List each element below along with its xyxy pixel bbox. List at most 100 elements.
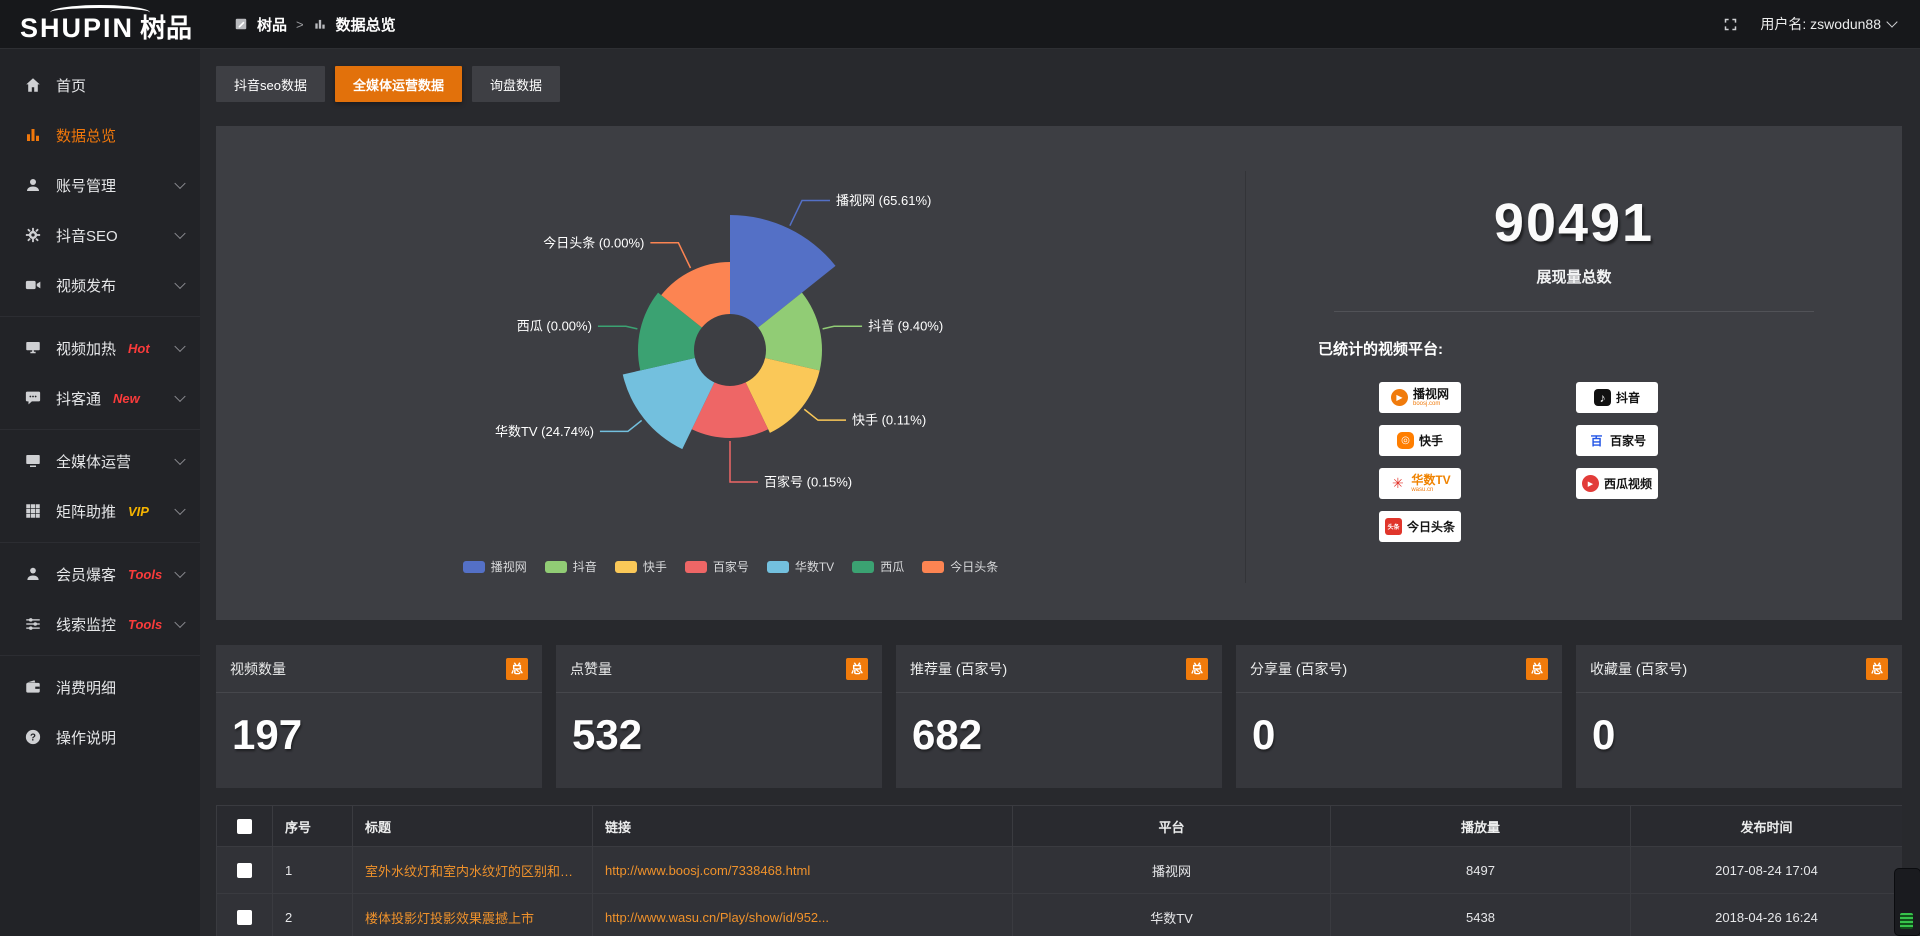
legend-item-百家号[interactable]: 百家号: [684, 558, 749, 575]
sidebar-item-video-heat[interactable]: 视频加热 Hot: [0, 323, 200, 373]
legend-item-快手[interactable]: 快手: [614, 558, 667, 575]
platform-badge-抖音[interactable]: ♪ 抖音: [1576, 382, 1658, 413]
total-badge: 总: [1526, 657, 1548, 680]
chevron-down-icon: [174, 453, 186, 466]
tab-inquiry-data[interactable]: 询盘数据: [471, 66, 560, 102]
floating-widget[interactable]: [1894, 868, 1920, 936]
sidebar-item-label: 抖客通: [56, 390, 102, 408]
pie-label: 抖音 (9.40%): [868, 319, 943, 334]
platform-share-pie-chart: 播视网 (65.61%) 抖音 (9.40%) 快手 (0.11%) 百家号 (0.1…: [495, 193, 943, 490]
video-url-link[interactable]: http://www.wasu.cn/Play/show/id/952...: [605, 909, 829, 925]
pie-slice-播视网[interactable]: [730, 215, 836, 328]
stat-card-label: 点赞量: [570, 660, 612, 677]
platform-badge-text: 播视网 boosj.com: [1413, 388, 1449, 407]
video-url-link[interactable]: http://www.boosj.com/7338468.html: [605, 862, 811, 878]
tab-media-operation-data[interactable]: 全媒体运营数据: [334, 66, 462, 102]
pie-label: 华数TV (24.74%): [495, 424, 594, 439]
pie-slice-抖音[interactable]: [758, 292, 822, 371]
platform-badge-sub: wasu.cn: [1411, 487, 1434, 493]
sidebar-item-media-operation[interactable]: 全媒体运营: [0, 436, 200, 486]
platform-badge-华数TV[interactable]: ✳ 华数TV wasu.cn: [1379, 468, 1461, 499]
row-checkbox[interactable]: [237, 909, 252, 925]
stat-card-label: 分享量 (百家号): [1250, 660, 1348, 677]
chevron-down-icon: [174, 277, 186, 290]
column-header: 平台: [1012, 805, 1331, 847]
pie-slice-快手[interactable]: [745, 358, 820, 433]
cell-time: 2018-04-26 16:24: [1630, 893, 1902, 936]
sidebar-item-label: 操作说明: [56, 729, 117, 747]
table-row: 2 楼体投影灯投影效果震撼上市 http://www.wasu.cn/Play/sh…: [216, 893, 1902, 936]
pie-slice-西瓜[interactable]: [638, 292, 702, 371]
sidebar-item-label: 线索监控: [56, 616, 117, 634]
stat-card-label: 视频数量: [230, 660, 286, 677]
pie-slice-百家号[interactable]: [691, 382, 769, 438]
sidebar-item-matrix-boost[interactable]: 矩阵助推 VIP: [0, 486, 200, 536]
total-badge: 总: [506, 657, 528, 680]
platform-badge-西瓜视频[interactable]: ▶ 西瓜视频: [1576, 468, 1658, 499]
column-header: 播放量: [1330, 805, 1631, 847]
chevron-down-icon: [174, 566, 186, 579]
sliders-icon: [24, 615, 42, 633]
sidebar-item-label: 首页: [56, 77, 87, 95]
breadcrumb-current[interactable]: 数据总览: [335, 16, 396, 34]
legend-item-今日头条[interactable]: 今日头条: [922, 558, 998, 575]
sidebar-item-account-manage[interactable]: 账号管理: [0, 160, 200, 210]
select-all-checkbox[interactable]: [237, 818, 252, 834]
sidebar-item-data-overview[interactable]: 数据总览: [0, 110, 200, 160]
sidebar-item-clue-monitor[interactable]: 线索监控 Tools: [0, 599, 200, 649]
sidebar-item-operation-guide[interactable]: ? 操作说明: [0, 712, 200, 762]
stat-card-label: 收藏量 (百家号): [1590, 660, 1688, 677]
sidebar-item-label: 视频加热: [56, 340, 117, 358]
legend-item-华数TV[interactable]: 华数TV: [766, 558, 834, 575]
screen-icon: [24, 339, 42, 357]
video-title-link[interactable]: 室外水纹灯和室内水纹灯的区别和简介: [365, 863, 587, 879]
pie-slice-华数TV[interactable]: [622, 358, 715, 450]
legend-swatch: [766, 560, 789, 573]
question-icon: ?: [24, 728, 42, 746]
platform-badge-播视网[interactable]: ▶ 播视网 boosj.com: [1379, 382, 1461, 413]
sidebar-item-label: 账号管理: [56, 177, 117, 195]
row-checkbox[interactable]: [237, 862, 252, 878]
user-label: 用户名: zswodun88: [1760, 16, 1881, 32]
battery-bars-icon: [1900, 913, 1913, 929]
sidebar-item-video-publish[interactable]: 视频发布: [0, 260, 200, 310]
chat-icon: [24, 389, 42, 407]
chevron-down-icon: [1886, 16, 1898, 28]
pie-slice-今日头条[interactable]: [661, 262, 730, 328]
breadcrumb-root-icon: [234, 17, 248, 31]
sidebar-item-douyin-seo[interactable]: 抖音SEO: [0, 210, 200, 260]
platform-badge-快手[interactable]: ◎ 快手: [1379, 425, 1461, 456]
sidebar-item-doukertong[interactable]: 抖客通 New: [0, 373, 200, 423]
panel-divider: [1245, 171, 1246, 583]
wasu-logo-icon: ✳: [1389, 475, 1407, 492]
sidebar-item-label: 矩阵助推: [56, 503, 117, 521]
platform-badge-text: 今日头条: [1407, 521, 1455, 533]
legend-item-西瓜[interactable]: 西瓜: [852, 558, 904, 575]
platform-badge-百家号[interactable]: 百百家号: [1576, 425, 1658, 456]
platform-badge-今日头条[interactable]: 头条 今日头条: [1379, 511, 1461, 542]
fullscreen-icon[interactable]: [1723, 17, 1738, 32]
platform-badge-name: 抖音: [1615, 390, 1640, 405]
legend-label: 西瓜: [880, 560, 905, 574]
sidebar-item-label: 视频发布: [56, 277, 117, 295]
sidebar-item-home[interactable]: 首页: [0, 60, 200, 110]
sidebar-item-consume-detail[interactable]: 消费明细: [0, 662, 200, 712]
stat-card-value: 0: [1252, 711, 1276, 758]
sidebar-item-member-baoke[interactable]: 会员爆客 Tools: [0, 549, 200, 599]
chevron-down-icon: [174, 340, 186, 353]
legend-item-播视网[interactable]: 播视网: [462, 558, 527, 575]
breadcrumb-current-icon: [313, 17, 327, 31]
user-menu[interactable]: 用户名: zswodun88: [1760, 14, 1898, 34]
legend-swatch: [852, 560, 875, 573]
breadcrumb-root[interactable]: 树品: [257, 16, 288, 34]
platform-badge-name: 播视网: [1412, 387, 1449, 401]
topbar-right: 用户名: zswodun88: [1723, 0, 1898, 48]
legend-label: 抖音: [572, 560, 597, 574]
home-icon: [24, 76, 42, 94]
legend-item-抖音[interactable]: 抖音: [544, 558, 597, 575]
video-title-link[interactable]: 楼体投影灯投影效果震撼上市: [365, 910, 535, 926]
tab-douyin-seo-data[interactable]: 抖音seo数据: [216, 66, 325, 102]
stat-card-value: 0: [1592, 711, 1616, 758]
impressions-total-value: 90491: [1493, 193, 1655, 253]
